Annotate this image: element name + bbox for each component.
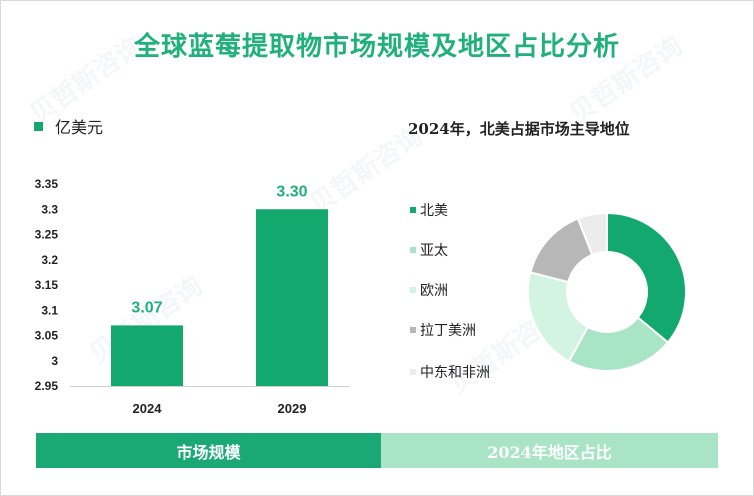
y-tick-label: 3.05 <box>35 329 59 343</box>
legend-label: 北美 <box>420 203 448 219</box>
bar-2029 <box>256 209 328 386</box>
x-tick-label: 2029 <box>278 401 307 416</box>
y-tick-label: 3.3 <box>41 202 58 216</box>
y-tick-label: 3.35 <box>35 177 59 191</box>
legend-label: 亚太 <box>420 243 448 259</box>
unit-swatch <box>34 121 43 131</box>
legend-item: 中东和非洲 <box>410 362 490 382</box>
y-tick-label: 3.25 <box>35 228 59 242</box>
y-tick-label: 3 <box>51 354 58 368</box>
legend-item: 拉丁美洲 <box>410 320 476 340</box>
legend-swatch <box>410 247 416 253</box>
tab-region-share[interactable]: 2024年地区占比 <box>381 433 718 468</box>
pie-slice-0 <box>606 211 687 344</box>
bar-2024 <box>111 325 183 386</box>
legend-swatch <box>410 207 416 213</box>
data-label: 3.07 <box>131 299 162 316</box>
unit-label: 亿美元 <box>55 118 104 137</box>
legend-item: 欧洲 <box>410 280 448 300</box>
x-tick-label: 2024 <box>133 401 163 416</box>
legend-swatch <box>410 369 416 375</box>
tab-market-size[interactable]: 市场规模 <box>36 433 381 468</box>
y-tick-label: 3.2 <box>41 253 58 267</box>
legend-label: 中东和非洲 <box>420 365 490 381</box>
y-tick-label: 3.1 <box>41 303 58 317</box>
legend-swatch <box>410 287 416 293</box>
legend-item: 北美 <box>410 200 448 220</box>
data-label: 3.30 <box>276 183 307 200</box>
pie-title: 2024年，北美占据市场主导地位 <box>408 120 630 138</box>
y-tick-label: 2.95 <box>35 379 59 393</box>
y-tick-label: 3.15 <box>35 278 59 292</box>
legend-label: 欧洲 <box>420 283 448 299</box>
pie-slice-4 <box>576 211 608 257</box>
legend-swatch <box>410 327 416 333</box>
legend-label: 拉丁美洲 <box>420 323 476 339</box>
chart-title: 全球蓝莓提取物市场规模及地区占比分析 <box>133 32 620 62</box>
legend-item: 亚太 <box>410 240 448 260</box>
unit-legend: 亿美元 <box>34 114 103 138</box>
